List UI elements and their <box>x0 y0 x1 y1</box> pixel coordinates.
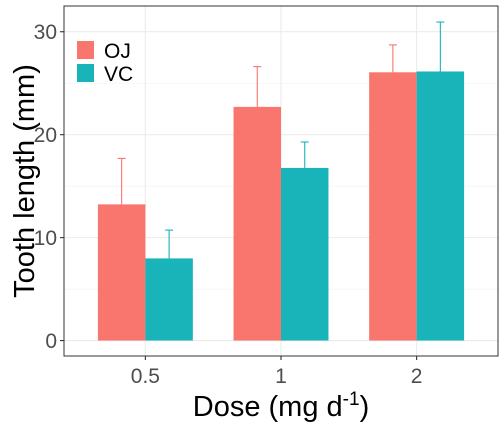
bar-vc-1 <box>281 167 329 341</box>
x-axis-title-main: Dose (mg d <box>193 391 343 423</box>
y-tick-label: 10 <box>34 227 57 250</box>
legend: OJ VC <box>77 40 133 86</box>
legend-label-oj: OJ <box>104 40 131 63</box>
x-axis-ticks: 0.5 1 2 <box>131 356 423 388</box>
bar-oj-1 <box>233 106 281 341</box>
y-axis-title: Tooth length (mm) <box>9 64 41 298</box>
x-axis-title-superscript: -1 <box>343 389 360 410</box>
x-tick-label: 2 <box>411 365 423 388</box>
bar-oj-2 <box>369 72 417 341</box>
bar-vc-2 <box>416 71 465 341</box>
x-tick-label: 1 <box>275 365 287 388</box>
y-axis-ticks: 0 10 20 30 <box>34 21 64 353</box>
bar-vc-0.5 <box>145 258 193 341</box>
y-tick-label: 0 <box>45 330 57 353</box>
legend-key-vc <box>77 64 94 82</box>
legend-key-oj <box>77 41 94 59</box>
bar-oj-0.5 <box>97 204 146 341</box>
x-axis-title-suffix: ) <box>360 391 370 423</box>
y-tick-label: 20 <box>34 124 57 147</box>
x-tick-label: 0.5 <box>131 365 160 388</box>
bars-group <box>97 71 465 341</box>
error-bars-group <box>117 21 445 259</box>
x-axis-title: Dose (mg d-1) <box>193 389 369 423</box>
legend-label-vc: VC <box>104 63 133 86</box>
y-tick-label: 30 <box>34 21 57 44</box>
